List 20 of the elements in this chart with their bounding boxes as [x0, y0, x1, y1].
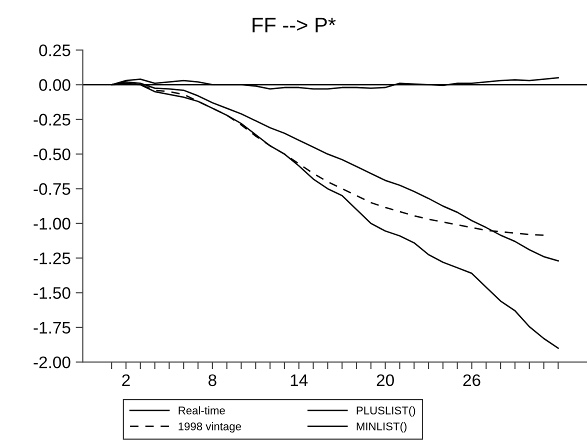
y-tick-label: 0.00 — [39, 79, 70, 91]
y-tick-label: 0.25 — [39, 44, 70, 56]
x-tick-label: 26 — [463, 374, 480, 386]
legend-label: MINLIST() — [356, 422, 406, 433]
y-tick-label: -1.25 — [34, 252, 70, 264]
chart-title: FF --> P* — [252, 18, 336, 32]
legend-label: Real-time — [178, 406, 225, 414]
x-tick-label: 14 — [290, 374, 308, 386]
legend-label: 1998 vintage — [178, 422, 242, 433]
x-tick-label: 20 — [376, 374, 394, 386]
y-tick-label: -1.00 — [34, 218, 70, 230]
y-tick-label: -1.75 — [34, 322, 70, 334]
legend-label: PLUSLIST() — [356, 406, 416, 417]
y-tick-label: -0.75 — [34, 183, 70, 195]
y-tick-label: -0.25 — [34, 114, 70, 126]
x-tick-label: 8 — [208, 374, 216, 386]
y-tick-label: -0.50 — [34, 148, 70, 160]
y-tick-label: -1.50 — [34, 287, 70, 299]
x-tick-label: 2 — [122, 374, 130, 386]
y-tick-label: -2.00 — [34, 356, 70, 368]
